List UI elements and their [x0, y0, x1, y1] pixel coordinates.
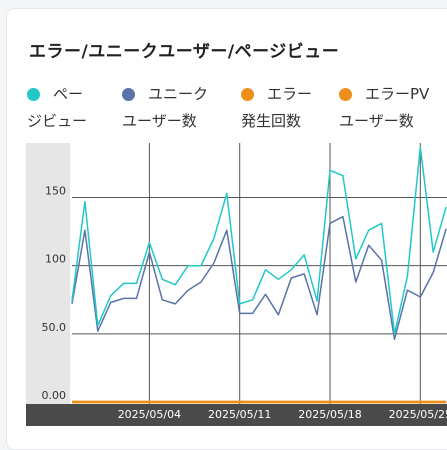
y-tick-label: 100 — [45, 253, 66, 266]
legend-error-pv-users-line2: ユーザー数 — [339, 112, 414, 130]
legend-item-pageview[interactable]: ペー ジビュー — [27, 81, 87, 135]
legend-pageview-line1: ペー — [53, 85, 84, 103]
legend-unique-users-line1: ユニーク — [148, 85, 209, 103]
legend-error-count-circle-icon — [241, 88, 254, 101]
legend-item-error-pv-users[interactable]: エラーPV ユーザー数 — [339, 81, 429, 135]
legend-unique-users-circle-icon — [122, 88, 135, 101]
y-tick-label: 0.00 — [42, 389, 67, 402]
y-axis-band — [26, 143, 70, 405]
y-tick-label: 50.0 — [42, 321, 67, 334]
chart-legend: ペー ジビュー ユニーク ユーザー数 エラー 発生回数 エラーPV ユーザー数 — [27, 81, 447, 131]
series-line — [71, 215, 447, 341]
legend-pageview-line2: ジビュー — [27, 112, 88, 130]
legend-item-error-count[interactable]: エラー 発生回数 — [241, 81, 312, 135]
legend-unique-users-line2: ユーザー数 — [122, 112, 197, 130]
chart-title: エラー/ユニークユーザー/ページビュー — [29, 42, 340, 62]
x-axis-ticks: 2025/05/04 2025/05/11 2025/05/18 2025/05/25 — [118, 408, 447, 421]
legend-error-pv-users-circle-icon — [339, 88, 352, 101]
series-line — [71, 146, 447, 335]
legend-error-count-line1: エラー — [267, 85, 313, 103]
legend-error-count-line2: 発生回数 — [241, 112, 302, 130]
legend-item-unique-users[interactable]: ユニーク ユーザー数 — [122, 81, 208, 135]
chart-series — [71, 146, 447, 404]
legend-error-pv-users-line1: エラーPV — [365, 85, 430, 103]
x-tick-label: 2025/05/25 — [389, 408, 447, 421]
x-tick-label: 2025/05/18 — [298, 408, 361, 421]
y-tick-label: 150 — [45, 185, 66, 198]
chart-card: エラー/ユニークユーザー/ページビュー ペー ジビュー ユニーク ユーザー数 エ… — [6, 8, 447, 450]
x-tick-label: 2025/05/11 — [208, 408, 271, 421]
x-tick-label: 2025/05/04 — [118, 408, 181, 421]
chart-grid — [72, 143, 447, 404]
y-axis-ticks: 0.00 50.0 100 150 — [42, 185, 67, 402]
x-axis-band — [26, 404, 447, 426]
legend-pageview-circle-icon — [27, 88, 40, 101]
